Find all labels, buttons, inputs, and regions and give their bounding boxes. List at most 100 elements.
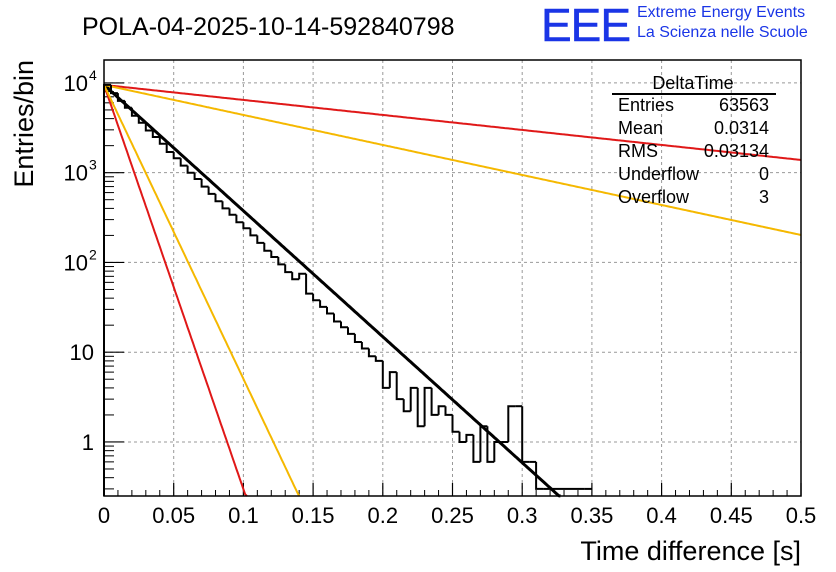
x-tick-label: 0.2	[368, 503, 399, 528]
histogram-bin	[340, 321, 348, 329]
histogram-bin	[437, 405, 446, 415]
fit-curve-red-shallow	[103, 83, 802, 161]
histogram-bin	[137, 115, 146, 124]
histogram-bin	[367, 348, 376, 358]
histogram-bin	[291, 272, 300, 281]
histogram-bin	[451, 414, 460, 433]
x-tick-label: 0.5	[786, 503, 817, 528]
eee-logo-line-1: Extreme Energy Events	[637, 4, 806, 21]
histogram-bin	[235, 214, 244, 224]
histogram-bin	[158, 137, 167, 145]
histogram-bin	[110, 84, 118, 95]
histogram-bin	[360, 342, 369, 350]
histogram-bin	[221, 201, 230, 210]
x-tick-label: 0.35	[570, 503, 613, 528]
histogram	[103, 83, 592, 496]
histogram-bin	[507, 405, 516, 442]
eee-logo-mark: EEE	[541, 0, 632, 51]
histogram-bin	[465, 433, 474, 442]
histogram-bin	[305, 273, 314, 295]
histogram-bin	[256, 235, 265, 244]
y-tick-exponent: 2	[89, 246, 97, 262]
x-tick-label: 0.1	[228, 503, 259, 528]
stats-label-overflow: Overflow	[618, 187, 690, 207]
histogram-bin	[165, 143, 174, 153]
histogram-bin	[472, 434, 481, 463]
histogram-bin	[444, 406, 453, 416]
histogram-bin	[123, 100, 132, 109]
histogram-bin	[521, 406, 530, 463]
x-tick-label: 0.25	[431, 503, 474, 528]
stats-value-underflow: 0	[759, 164, 769, 184]
histogram-bin	[374, 356, 383, 362]
y-tick-label: 10	[64, 250, 88, 275]
histogram-bin	[172, 152, 181, 160]
histogram-bin	[186, 165, 195, 174]
y-tick-label: 10	[64, 71, 88, 96]
x-tick-label: 0.4	[646, 503, 677, 528]
y-tick-label: 10	[64, 161, 88, 186]
x-tick-label: 0.15	[292, 503, 335, 528]
x-axis-label: Time difference [s]	[580, 536, 801, 566]
stats-title: DeltaTime	[652, 73, 733, 93]
histogram-bin	[179, 158, 188, 167]
histogram-bin	[130, 107, 139, 117]
x-tick-label: 0.3	[507, 503, 538, 528]
stats-value-entries: 63563	[719, 95, 769, 115]
histogram-bin	[270, 250, 279, 258]
histogram-bin	[430, 387, 439, 416]
plot-frame	[103, 59, 802, 497]
chart-title: POLA-04-2025-10-14-592840798	[82, 13, 455, 41]
stats-value-rms: 0.03134	[704, 141, 769, 161]
histogram-bin	[207, 186, 216, 195]
stats-label-rms: RMS	[618, 141, 658, 161]
histogram-bin	[319, 300, 327, 308]
eee-logo-text: Extreme Energy Events La Scienza nelle S…	[637, 3, 836, 43]
stats-label-entries: Entries	[618, 95, 674, 115]
y-tick-exponent: 3	[89, 157, 97, 173]
histogram-bin	[103, 83, 111, 496]
histogram-bin	[353, 333, 362, 343]
histogram-bin	[409, 386, 418, 412]
stats-value-mean: 0.0314	[714, 118, 769, 138]
histogram-bin	[381, 360, 390, 389]
fit-curves	[102, 83, 802, 498]
histogram-bin	[284, 264, 293, 274]
fit-curve-orange-shallow	[103, 83, 802, 236]
histogram-bin	[249, 228, 258, 237]
stats-value-overflow: 3	[759, 187, 769, 207]
histogram-bin	[479, 425, 488, 462]
histogram-bin	[423, 386, 432, 427]
fit-curve-orange-steep	[103, 84, 301, 497]
histogram-bin	[214, 193, 223, 203]
histogram-bin	[493, 441, 502, 462]
stats-label-mean: Mean	[618, 118, 663, 138]
x-tick-label: 0.45	[710, 503, 753, 528]
histogram-bin	[144, 122, 153, 132]
grid	[104, 60, 801, 496]
histogram-bin	[277, 257, 286, 266]
histogram-bin	[347, 327, 355, 335]
histogram-bin	[193, 172, 202, 180]
histogram-bin	[395, 372, 404, 401]
histogram-bin	[228, 208, 237, 216]
fit-curve-fit	[102, 83, 561, 498]
histogram-bin	[242, 222, 251, 230]
histogram-bin	[458, 431, 467, 443]
histogram-bin	[298, 272, 307, 280]
histogram-bin	[416, 387, 425, 428]
y-axis-label: Entries/bin	[9, 60, 39, 188]
x-tick-label: 0.05	[152, 503, 195, 528]
eee-logo-line-2: La Scienza nelle Scuole	[637, 24, 808, 41]
histogram-bin	[263, 242, 272, 252]
histogram-bin	[116, 93, 125, 102]
histogram-bin	[486, 426, 495, 463]
y-tick-label: 1	[82, 430, 94, 455]
histogram-bin	[326, 306, 334, 315]
histogram-bin	[200, 179, 209, 188]
y-tick-label: 10	[70, 340, 94, 365]
histogram-bin	[402, 399, 411, 413]
eee-logo: EEE Extreme Energy Events La Scienza nel…	[541, 0, 808, 51]
